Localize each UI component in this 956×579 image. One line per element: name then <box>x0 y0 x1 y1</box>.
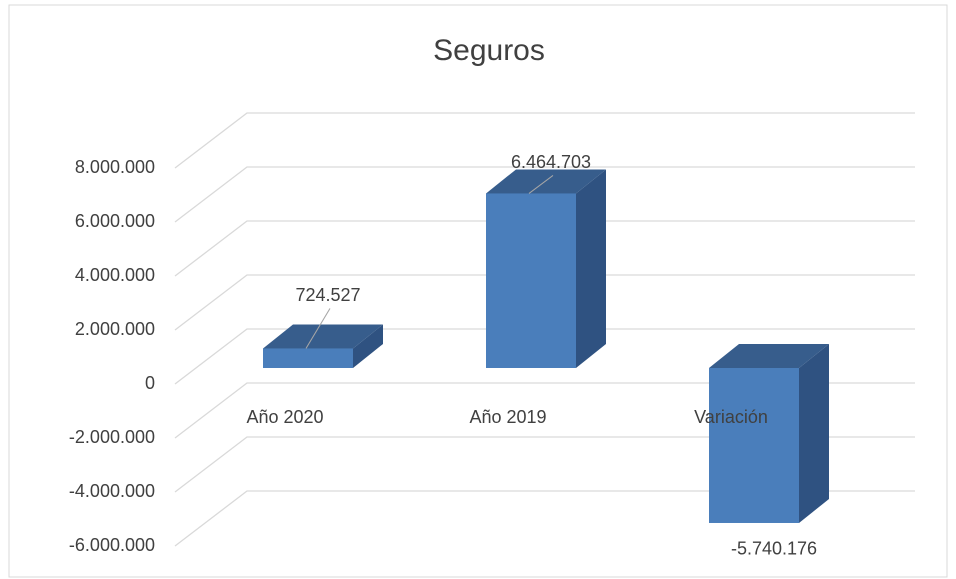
data-label: 724.527 <box>295 285 360 305</box>
grid-line <box>174 274 915 331</box>
leader-line <box>305 308 331 349</box>
bar-top <box>709 344 829 368</box>
y-tick-label: -4.000.000 <box>69 481 155 501</box>
bar <box>486 193 576 368</box>
bar-top <box>486 169 606 194</box>
y-tick-label: 8.000.000 <box>75 157 155 177</box>
y-tick-label: -6.000.000 <box>69 535 155 555</box>
chart-title: Seguros <box>433 34 545 67</box>
bar <box>263 348 353 368</box>
x-tick-label: Año 2020 <box>246 407 323 427</box>
grid-line <box>174 112 915 169</box>
y-tick-label: 6.000.000 <box>75 211 155 231</box>
y-tick-label: 4.000.000 <box>75 265 155 285</box>
x-tick-label: Variación <box>694 407 768 427</box>
grid-line <box>174 220 915 277</box>
leader-line <box>528 175 554 194</box>
grid-line <box>174 166 915 223</box>
bar-side <box>799 344 829 523</box>
data-label: 6.464.703 <box>511 152 591 172</box>
bar-side <box>353 324 383 368</box>
bar-top <box>263 324 383 349</box>
grid-line <box>174 382 915 439</box>
grid-line <box>174 328 915 385</box>
x-tick-label: Año 2019 <box>469 407 546 427</box>
bar-side <box>576 169 606 368</box>
y-tick-label: 2.000.000 <box>75 319 155 339</box>
bar <box>709 368 799 523</box>
grid-line <box>174 436 915 493</box>
grid-line <box>174 490 915 547</box>
data-label: -5.740.176 <box>731 539 817 559</box>
y-tick-label: 0 <box>145 373 155 393</box>
y-tick-label: -2.000.000 <box>69 427 155 447</box>
